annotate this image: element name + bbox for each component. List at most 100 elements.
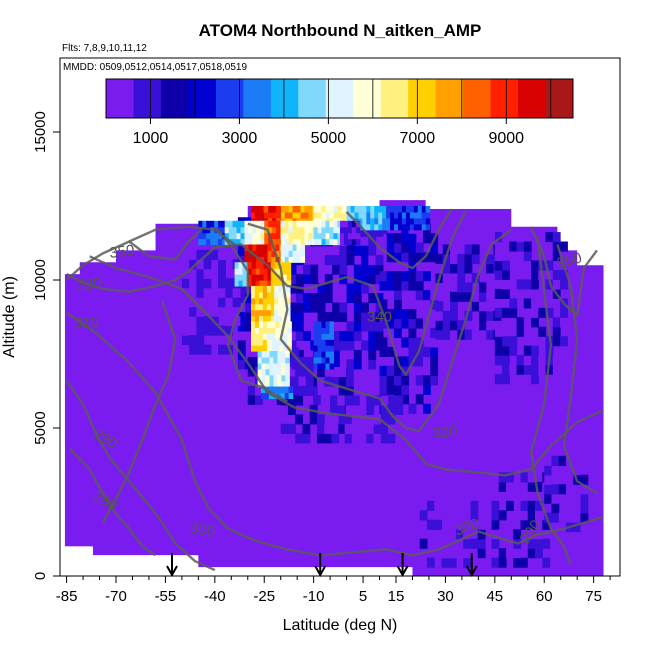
- heatmap-cell: [434, 500, 443, 511]
- plume-cell: [317, 220, 323, 228]
- heatmap-cell: [401, 365, 410, 376]
- heatmap-cell: [394, 242, 402, 253]
- heatmap-cell: [498, 548, 507, 559]
- heatmap-cell: [368, 321, 377, 332]
- plume-cell: [321, 238, 327, 246]
- heatmap-cell: [502, 336, 510, 347]
- heatmap-cell: [324, 423, 333, 434]
- plume-cell: [258, 327, 264, 334]
- heatmap-cell: [552, 317, 561, 328]
- heatmap-cell: [408, 233, 417, 244]
- heatmap-cell: [295, 330, 304, 341]
- heatmap-cell: [509, 317, 518, 328]
- plume-cell: [259, 280, 265, 287]
- plume-cell: [340, 226, 345, 234]
- plume-cell: [260, 220, 265, 228]
- heatmap-cell: [520, 519, 529, 530]
- heatmap-cell: [486, 263, 495, 274]
- heatmap-cell: [338, 423, 347, 434]
- heatmap-cell: [408, 327, 417, 339]
- heatmap-cell: [520, 472, 529, 483]
- heatmap-cell: [338, 385, 347, 397]
- heatmap-cell: [395, 423, 404, 434]
- heatmap-cell: [302, 433, 311, 444]
- plume-cell: [232, 238, 238, 246]
- plume-cell: [278, 280, 284, 287]
- plume-cell: [244, 238, 250, 246]
- x-tick-label: 30: [437, 588, 454, 605]
- plume-cell: [413, 211, 419, 219]
- plume-cell: [274, 291, 279, 299]
- plume-cell: [240, 238, 246, 246]
- plume-cell: [325, 333, 331, 340]
- heatmap-cell: [189, 259, 197, 270]
- heatmap-cell: [189, 287, 197, 298]
- heatmap-cell: [520, 557, 529, 568]
- heatmap-cell: [479, 310, 487, 321]
- plume-cell: [278, 315, 283, 323]
- heatmap-cell: [332, 359, 340, 370]
- heatmap-cell: [435, 320, 444, 331]
- plume-cell: [390, 211, 395, 219]
- heatmap-cell: [560, 241, 568, 252]
- heatmap-cell: [560, 279, 568, 290]
- plume-cell: [270, 303, 276, 311]
- heatmap-cell: [368, 311, 377, 323]
- heatmap-cell: [486, 291, 495, 302]
- heatmap-cell: [538, 288, 547, 299]
- heatmap-cell: [535, 481, 543, 492]
- plume-cell: [258, 321, 264, 328]
- plume-cell: [417, 223, 423, 231]
- heatmap-cell: [379, 337, 388, 348]
- plume-cell: [292, 232, 298, 240]
- plume-cell: [257, 351, 263, 358]
- heatmap-cell: [442, 272, 451, 283]
- plume-cell: [273, 374, 279, 382]
- plume-cell: [374, 211, 379, 219]
- heatmap-cell: [330, 423, 338, 434]
- plume-cell: [280, 232, 286, 240]
- heatmap-cell: [288, 283, 297, 294]
- heatmap-cell: [506, 472, 514, 483]
- plume-cell: [283, 345, 288, 352]
- heatmap-cell: [479, 329, 487, 340]
- heatmap-cell: [368, 293, 377, 304]
- plume-cell: [283, 327, 288, 334]
- heatmap-cell: [316, 367, 325, 378]
- plume-cell: [255, 297, 260, 305]
- heatmap-cell: [516, 326, 525, 337]
- heatmap-cell: [346, 283, 355, 294]
- plume-cell: [313, 356, 319, 364]
- heatmap-cell: [464, 282, 473, 293]
- plume-cell: [351, 238, 357, 246]
- heatmap-cell: [344, 433, 353, 444]
- y-tick-label: 0: [32, 572, 49, 580]
- heatmap-cell: [386, 242, 395, 253]
- plume-cell: [269, 380, 275, 388]
- heatmap-cell: [450, 291, 458, 302]
- plume-cell: [248, 250, 253, 257]
- heatmap-cell: [531, 260, 539, 271]
- plume-cell: [260, 256, 265, 263]
- plume-cell: [256, 238, 261, 246]
- plume-cell: [337, 220, 342, 228]
- heatmap-cell: [203, 316, 212, 327]
- plume-cell: [279, 339, 284, 346]
- heatmap-cell: [331, 367, 340, 378]
- plume-cell: [325, 327, 331, 334]
- plume-cell: [292, 250, 298, 257]
- x-tick-label: 15: [388, 588, 405, 605]
- plume-cell: [321, 333, 327, 340]
- heatmap-cell: [531, 374, 539, 385]
- plume-cell: [206, 232, 211, 240]
- heatmap-cell: [552, 355, 561, 366]
- plume-cell: [261, 380, 267, 388]
- heatmap-cell: [560, 250, 568, 262]
- plume-cell: [321, 327, 327, 334]
- plume-cell: [284, 232, 290, 240]
- heatmap-cell: [527, 510, 536, 521]
- plume-cell: [329, 362, 335, 370]
- plume-cell: [333, 220, 338, 228]
- plume-cell: [317, 351, 323, 358]
- plume-cell: [247, 280, 253, 287]
